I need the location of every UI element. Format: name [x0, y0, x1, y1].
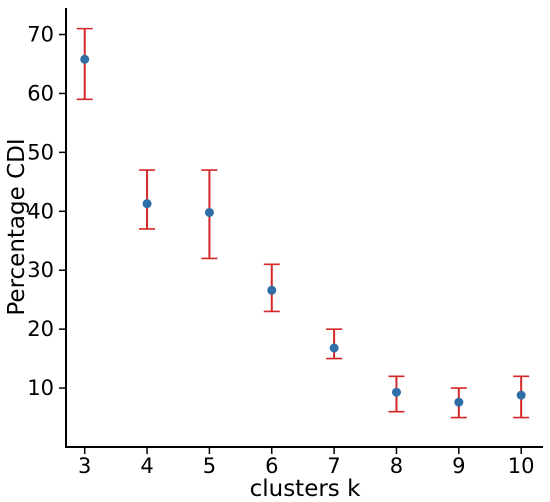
- data-points: [80, 54, 526, 407]
- plot-area: 10 20 30 40 50 60 70 3 4 5 6 7 8 9 10: [27, 8, 543, 478]
- x-tick-label: 10: [508, 454, 535, 478]
- data-point: [267, 285, 277, 295]
- x-tick-label: 8: [390, 454, 403, 478]
- y-tick-label: 60: [27, 81, 54, 105]
- x-tick-label: 4: [140, 454, 153, 478]
- error-bars: [76, 27, 530, 419]
- x-tick-label: 9: [452, 454, 465, 478]
- data-point: [516, 390, 526, 400]
- data-point: [80, 54, 90, 64]
- y-tick-label: 20: [27, 317, 54, 341]
- y-tick-label: 40: [27, 199, 54, 223]
- x-tick-label: 7: [327, 454, 340, 478]
- y-tick-label: 70: [27, 23, 54, 47]
- data-point: [329, 343, 339, 353]
- data-point: [142, 199, 152, 209]
- y-ticks: 10 20 30 40 50 60 70: [27, 23, 66, 400]
- x-tick-label: 6: [265, 454, 278, 478]
- x-axis-label: clusters k: [250, 476, 362, 502]
- y-tick-label: 10: [27, 376, 54, 400]
- x-tick-label: 5: [203, 454, 216, 478]
- data-point: [391, 387, 401, 397]
- y-tick-label: 30: [27, 258, 54, 282]
- y-axis-label: Percentage CDI: [4, 138, 30, 315]
- data-point: [454, 397, 464, 407]
- x-ticks: 3 4 5 6 7 8 9 10: [78, 447, 535, 478]
- x-tick-label: 3: [78, 454, 91, 478]
- data-point: [204, 207, 214, 217]
- y-tick-label: 50: [27, 140, 54, 164]
